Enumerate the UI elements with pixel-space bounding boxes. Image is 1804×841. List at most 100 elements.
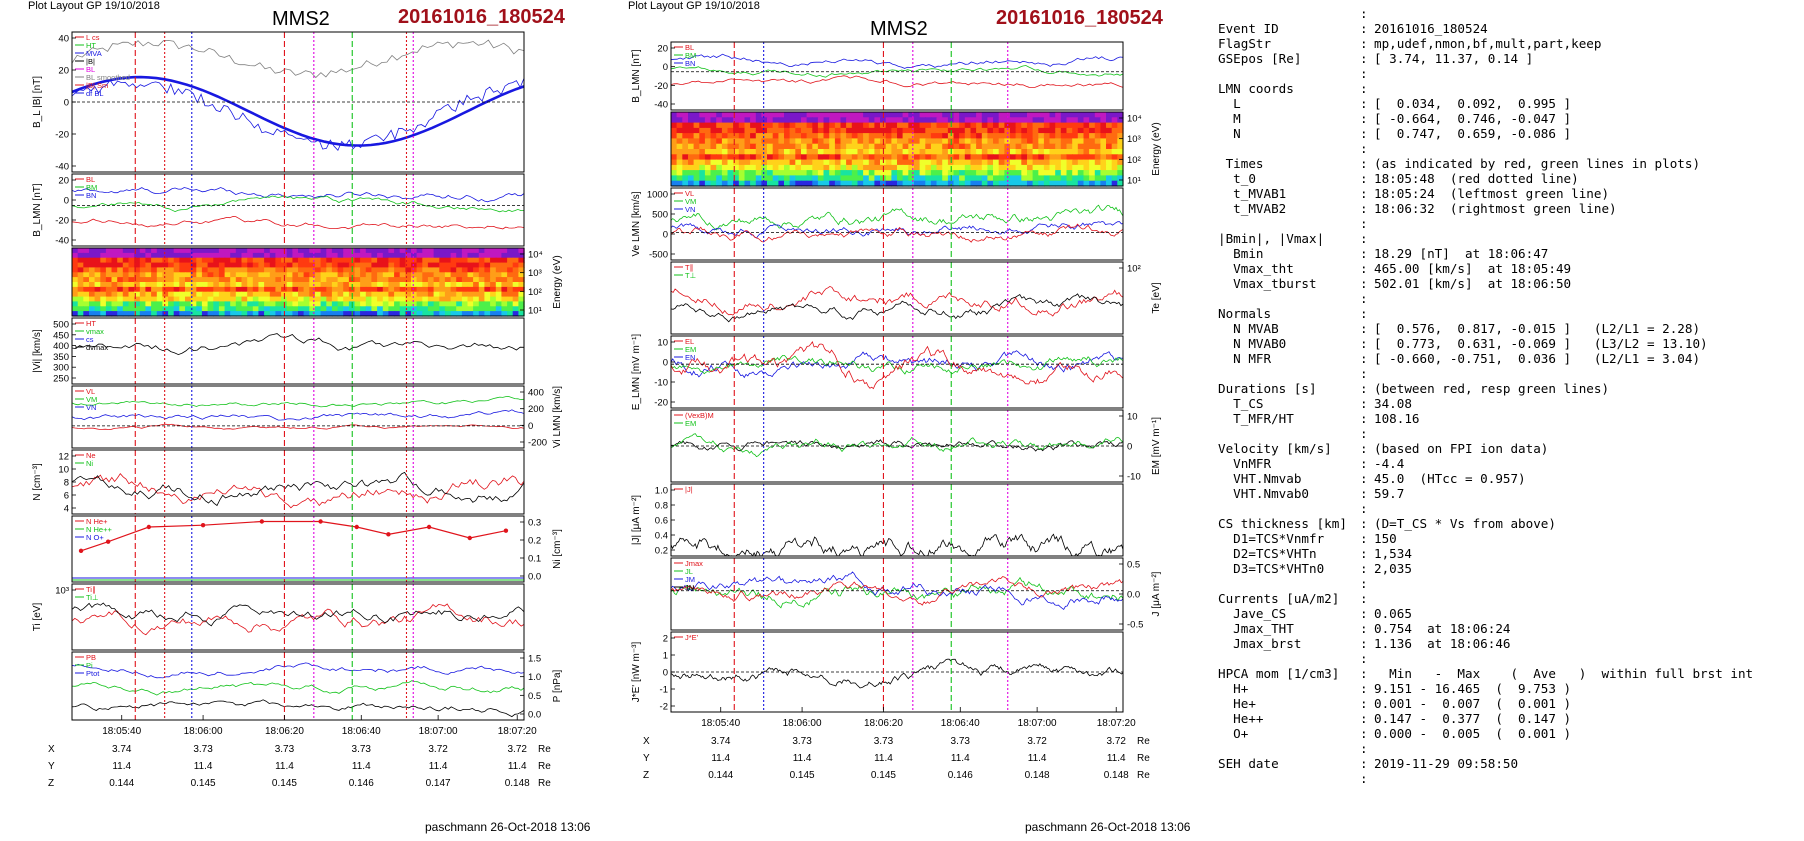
spectrogram-ion_spec-cell	[258, 311, 265, 317]
spectrogram-ion_spec-cell	[331, 286, 339, 293]
spectrogram-e_spec-cell	[987, 117, 994, 124]
spectrogram-e_spec-cell	[671, 180, 678, 187]
spectrogram-e_spec-cell	[953, 175, 960, 182]
spectrogram-e_spec-cell	[795, 138, 802, 145]
spectrogram-e_spec-cell	[750, 127, 757, 134]
spectrogram-ion_spec-cell	[72, 282, 79, 288]
spectrogram-ion_spec-cell	[512, 277, 519, 283]
y-tick-label: 20	[657, 44, 668, 55]
spectrogram-e_spec-cell	[1049, 164, 1056, 171]
spectrogram-e_spec-cell	[902, 149, 909, 155]
spectrogram-ion_spec-cell	[411, 296, 418, 303]
spectrogram-e_spec-cell	[970, 149, 977, 155]
spectrogram-ion_spec-cell	[89, 277, 96, 283]
spectrogram-ion_spec-cell	[292, 306, 299, 312]
summary-key: Vmax_tburst	[1218, 276, 1317, 291]
spectrogram-e_spec-cell	[812, 154, 819, 161]
spectrogram-e_spec-cell	[959, 122, 966, 129]
spectrogram-e_spec-cell	[688, 133, 695, 139]
spectrogram-e_spec-cell	[1072, 127, 1079, 134]
summary-key	[1218, 576, 1360, 591]
spectrogram-ion_spec-cell	[303, 272, 310, 278]
spectrogram-ion_spec-cell	[117, 282, 124, 288]
legend-label: BL	[685, 43, 694, 52]
spectrogram-e_spec-cell	[699, 159, 706, 166]
series-j_abs-0	[670, 533, 1124, 558]
spectrogram-e_spec-cell	[885, 175, 892, 182]
spectrogram-ion_spec-cell	[235, 311, 243, 317]
spectrogram-e_spec-cell	[738, 112, 746, 118]
spectrogram-e_spec-cell	[964, 117, 972, 124]
spectrogram-e_spec-cell	[721, 143, 729, 150]
spectrogram-ion_spec-cell	[286, 291, 293, 298]
spectrogram-e_spec-cell	[1015, 117, 1022, 124]
summary-row: :	[1218, 66, 1798, 81]
spectrogram-ion_spec-cell	[427, 296, 435, 303]
spectrogram-ion_spec-cell	[427, 282, 435, 288]
spectrogram-ion_spec-cell	[518, 248, 525, 254]
spectrogram-ion_spec-cell	[162, 301, 169, 307]
ephemeris-value: 3.72	[428, 744, 448, 755]
spectrogram-e_spec-cell	[993, 149, 1000, 155]
spectrogram-e_spec-cell	[993, 117, 1000, 124]
spectrogram-e_spec-cell	[902, 154, 909, 161]
spectrogram-e_spec-cell	[806, 159, 813, 166]
spectrogram-ion_spec-cell	[427, 286, 435, 293]
spectrogram-e_spec-cell	[930, 122, 938, 129]
mid-footer: paschmann 26-Oct-2018 13:06	[1025, 820, 1191, 834]
spectrogram-ion_spec-cell	[83, 257, 90, 264]
spectrogram-ion_spec-cell	[405, 248, 412, 254]
spectrogram-e_spec-cell	[846, 180, 853, 187]
spectrogram-e_spec-cell	[1027, 138, 1034, 145]
spectrogram-ion_spec-cell	[241, 272, 248, 278]
spectrogram-e_spec-cell	[1004, 112, 1011, 118]
summary-value: 0.147 - 0.377 ( 0.147 )	[1374, 711, 1572, 726]
spectrogram-ion_spec-cell	[411, 252, 418, 259]
ephemeris-value: 0.145	[191, 778, 216, 789]
spectrogram-ion_spec-cell	[196, 267, 203, 273]
spectrogram-e_spec-cell	[1117, 180, 1124, 187]
summary-colon: :	[1360, 456, 1368, 471]
spectrogram-ion_spec-cell	[382, 306, 390, 312]
spectrogram-e_spec-cell	[1106, 154, 1113, 161]
summary-key	[1218, 426, 1360, 441]
ephemeris-value: 0.148	[505, 778, 530, 789]
spectrogram-e_spec-cell	[1021, 122, 1028, 129]
spectrogram-e_spec-cell	[840, 143, 847, 150]
spectrogram-e_spec-cell	[767, 149, 774, 155]
spectrogram-ion_spec-cell	[179, 262, 186, 269]
spectrogram-ion_spec-cell	[201, 282, 209, 288]
spectrogram-e_spec-cell	[772, 127, 779, 134]
spectrogram-ion_spec-cell	[326, 252, 333, 259]
legend-label: BL	[86, 175, 95, 184]
spectrogram-e_spec-cell	[1060, 170, 1068, 176]
spectrogram-ion_spec-cell	[331, 282, 339, 288]
spectrogram-e_spec-cell	[778, 112, 785, 118]
spectrogram-e_spec-cell	[716, 175, 723, 182]
spectrogram-e_spec-cell	[930, 143, 938, 150]
spectrogram-ion_spec-cell	[518, 277, 525, 283]
spectrogram-ion_spec-cell	[241, 282, 248, 288]
spectrogram-ion_spec-cell	[371, 306, 378, 312]
spectrogram-ion_spec-cell	[83, 311, 90, 317]
ephemeris-value: 11.4	[1028, 753, 1047, 764]
spectrogram-e_spec-cell	[823, 170, 830, 176]
spectrogram-e_spec-cell	[925, 164, 932, 171]
legend-label: BN	[86, 191, 96, 200]
spectrogram-ion_spec-cell	[495, 311, 503, 317]
y-tick-label: 2	[663, 634, 668, 645]
x-tick-label: 18:07:00	[1018, 718, 1057, 729]
spectrogram-e_spec-cell	[1117, 117, 1124, 124]
spectrogram-e_spec-cell	[897, 159, 904, 166]
spectrogram-e_spec-cell	[998, 154, 1005, 161]
spectrogram-ion_spec-cell	[247, 272, 254, 278]
spectrogram-e_spec-cell	[1060, 149, 1068, 155]
spectrogram-ion_spec-cell	[258, 291, 265, 298]
spectrogram-e_spec-cell	[801, 154, 808, 161]
spectrogram-ion_spec-cell	[77, 306, 84, 312]
spectrogram-e_spec-cell	[1015, 159, 1022, 166]
spectrogram-ion_spec-cell	[377, 311, 384, 317]
spectrogram-e_spec-cell	[964, 149, 972, 155]
spectrogram-e_spec-cell	[959, 175, 966, 182]
